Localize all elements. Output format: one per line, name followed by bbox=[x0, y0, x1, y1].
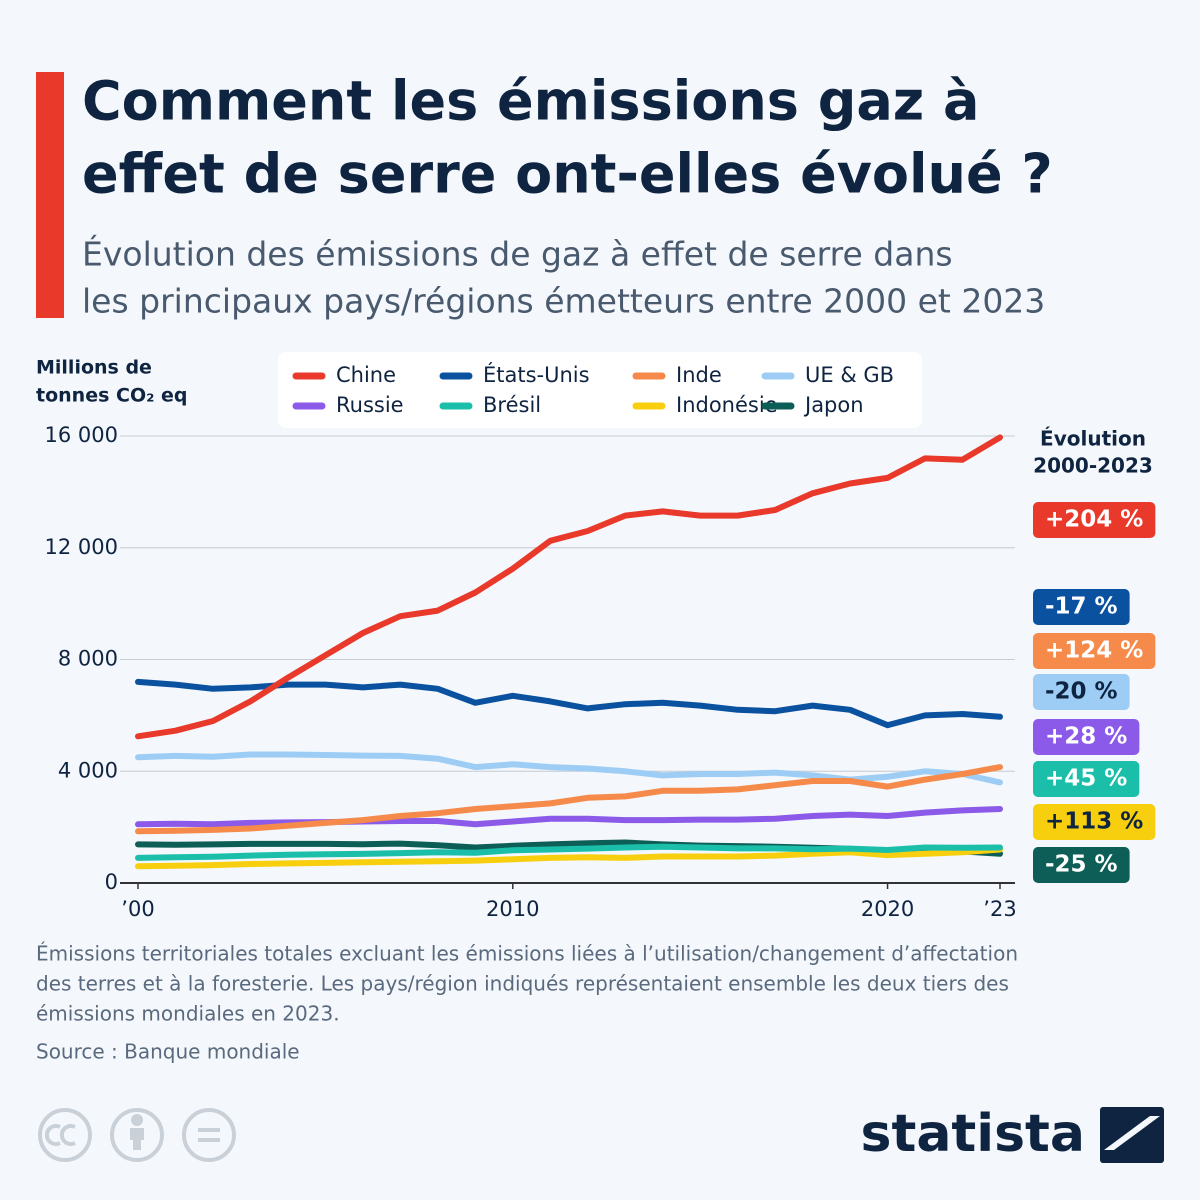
note: émissions mondiales en 2023. bbox=[36, 1002, 340, 1026]
annotation-title: Évolution bbox=[1040, 427, 1146, 451]
y-tick-label: 4 000 bbox=[58, 758, 118, 782]
legend-label: Japon bbox=[803, 393, 864, 417]
annotation-box bbox=[1033, 761, 1140, 797]
annotation-label: -25 % bbox=[1045, 852, 1118, 878]
x-tick-label: 2020 bbox=[861, 897, 914, 921]
y-axis-label: tonnes CO₂ eq bbox=[36, 385, 188, 407]
annotation-box bbox=[1033, 502, 1156, 538]
brand-icon bbox=[1100, 1107, 1164, 1163]
note: des terres et à la foresterie. Les pays/… bbox=[36, 972, 1009, 996]
annotation-box bbox=[1033, 633, 1156, 669]
annotation-label: -17 % bbox=[1045, 594, 1118, 620]
x-tick-label: ’23 bbox=[983, 897, 1016, 921]
annotation-label: +45 % bbox=[1045, 766, 1127, 792]
y-axis-label: Millions de bbox=[36, 357, 152, 379]
legend-label: États-Unis bbox=[483, 362, 590, 387]
series-line bbox=[135, 764, 1003, 835]
brand: statista bbox=[861, 1104, 1085, 1164]
legend-label: Brésil bbox=[483, 393, 541, 417]
series-line bbox=[135, 843, 1003, 861]
annotation-label: +28 % bbox=[1045, 724, 1127, 750]
chart-subtitle: les principaux pays/régions émetteurs en… bbox=[82, 282, 1045, 321]
accent-bar bbox=[36, 72, 64, 318]
legend-label: Indonésie bbox=[676, 393, 778, 417]
series-line bbox=[135, 846, 1003, 870]
note: Émissions territoriales totales excluant… bbox=[36, 942, 1018, 966]
series-line bbox=[135, 434, 1003, 740]
chart-subtitle: Évolution des émissions de gaz à effet d… bbox=[82, 234, 953, 274]
legend-box bbox=[278, 352, 922, 428]
x-tick-label: 2010 bbox=[486, 897, 539, 921]
legend-label: UE & GB bbox=[805, 363, 894, 387]
chart-title: effet de serre ont-elles évolué ? bbox=[82, 143, 1053, 206]
legend-label: Chine bbox=[336, 363, 396, 387]
y-tick-label: 12 000 bbox=[45, 535, 118, 559]
source: Source : Banque mondiale bbox=[36, 1040, 300, 1064]
annotation-box bbox=[1033, 804, 1156, 840]
legend-label: Inde bbox=[676, 363, 722, 387]
annotation-box bbox=[1033, 719, 1140, 755]
legend-label: Russie bbox=[336, 393, 404, 417]
license-icons bbox=[38, 1108, 236, 1162]
y-tick-label: 8 000 bbox=[58, 647, 118, 671]
annotation-label: -20 % bbox=[1045, 679, 1118, 705]
series-line bbox=[135, 806, 1003, 828]
annotation-box bbox=[1033, 674, 1130, 710]
annotation-label: +113 % bbox=[1045, 809, 1143, 835]
annotation-title: 2000-2023 bbox=[1033, 454, 1153, 478]
chart-title: Comment les émissions gaz à bbox=[82, 70, 979, 133]
y-tick-label: 16 000 bbox=[45, 423, 118, 447]
annotation-box bbox=[1033, 847, 1130, 883]
annotation-box bbox=[1033, 589, 1130, 625]
annotation-label: +124 % bbox=[1045, 638, 1143, 664]
annotation-label: +204 % bbox=[1045, 507, 1143, 533]
x-tick-label: ’00 bbox=[121, 897, 154, 921]
y-tick-label: 0 bbox=[105, 870, 118, 894]
